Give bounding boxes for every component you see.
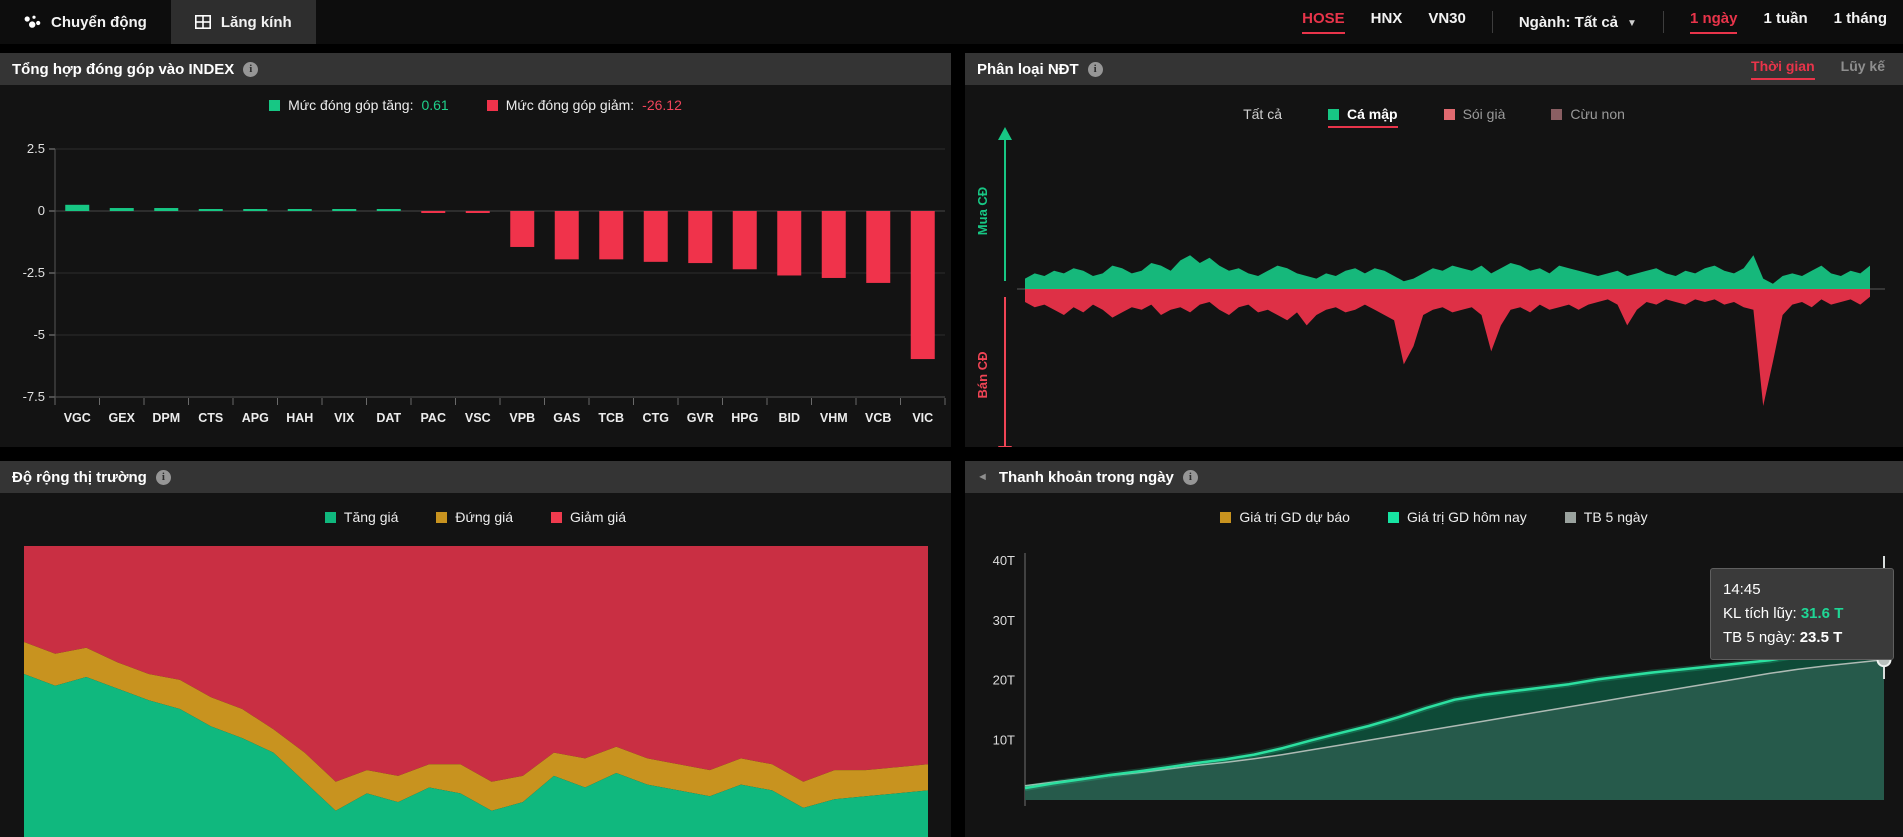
filter-cuu-non[interactable]: Cừu non [1551, 106, 1625, 128]
svg-text:10T: 10T [993, 732, 1015, 747]
tooltip-tb-row: TB 5 ngày: 23.5 T [1723, 626, 1881, 650]
gold-square-icon [1220, 512, 1231, 523]
breadth-legend: Tăng giá Đứng giá Giảm giá [0, 509, 951, 525]
exchange-vn30[interactable]: VN30 [1428, 10, 1466, 34]
svg-text:2.5: 2.5 [27, 141, 45, 156]
gray-square-icon [1565, 512, 1576, 523]
divider [1663, 11, 1664, 33]
liquidity-legend: Giá trị GD dự báo Giá trị GD hôm nay TB … [965, 509, 1903, 525]
scatter-dots-icon [24, 15, 41, 29]
investor-type-filters: Tất cả Cá mập Sói già Cừu non [965, 106, 1903, 128]
exchange-hose[interactable]: HOSE [1302, 10, 1345, 34]
filter-tat-ca[interactable]: Tất cả [1243, 106, 1282, 128]
svg-text:DPM: DPM [152, 411, 180, 425]
legend-item-giam-gia: Giảm giá [551, 509, 626, 525]
green-square-icon [1388, 512, 1399, 523]
wolf-color-icon [1444, 109, 1455, 120]
tooltip-kl-value: 31.6 T [1801, 605, 1844, 622]
grid-icon [195, 15, 211, 29]
panel-investor-classification: Phân loại NĐT i Thời gian Lũy kế Tất cả … [965, 53, 1903, 447]
range-1-day[interactable]: 1 ngày [1690, 10, 1738, 34]
tab-lang-kinh[interactable]: Lăng kính [171, 0, 316, 44]
panel-index-contribution: Tổng hợp đóng góp vào INDEX i Mức đóng g… [0, 53, 951, 447]
svg-text:-2.5: -2.5 [23, 265, 45, 280]
shark-color-icon [1328, 109, 1339, 120]
legend-item-du-bao: Giá trị GD dự báo [1220, 509, 1350, 525]
tab-chuyen-dong[interactable]: Chuyển động [0, 0, 171, 44]
svg-text:VSC: VSC [465, 411, 491, 425]
svg-text:HPG: HPG [731, 411, 758, 425]
chart-tooltip: 14:45 KL tích lũy: 31.6 T TB 5 ngày: 23.… [1710, 568, 1894, 660]
legend-item-up: Mức đóng góp tăng: 0.61 [269, 97, 449, 113]
tab-label: Lăng kính [221, 14, 292, 31]
svg-text:GVR: GVR [687, 411, 714, 425]
up-value: 0.61 [421, 97, 448, 113]
svg-text:-7.5: -7.5 [23, 389, 45, 404]
svg-text:30T: 30T [993, 613, 1015, 628]
svg-text:APG: APG [242, 411, 269, 425]
filter-ca-map[interactable]: Cá mập [1328, 106, 1398, 128]
svg-text:BID: BID [778, 411, 800, 425]
svg-text:VIC: VIC [912, 411, 933, 425]
svg-text:VHM: VHM [820, 411, 848, 425]
svg-text:-5: -5 [33, 327, 45, 342]
svg-text:0: 0 [38, 203, 45, 218]
legend-item-tb5: TB 5 ngày [1565, 509, 1648, 525]
sheep-color-icon [1551, 109, 1562, 120]
divider [1492, 11, 1493, 33]
legend-item-down: Mức đóng góp giảm: -26.12 [487, 97, 682, 113]
index-legend: Mức đóng góp tăng: 0.61 Mức đóng góp giả… [0, 97, 951, 113]
tooltip-tb-value: 23.5 T [1800, 629, 1843, 646]
legend-item-dung-gia: Đứng giá [436, 509, 513, 525]
topbar-controls: HOSE HNX VN30 Ngành: Tất cả ▼ 1 ngày 1 t… [1302, 10, 1903, 34]
sector-dropdown-label: Ngành: Tất cả [1519, 14, 1618, 31]
svg-text:Bán CĐ: Bán CĐ [975, 352, 990, 399]
range-1-week[interactable]: 1 tuần [1763, 10, 1807, 34]
svg-text:VGC: VGC [64, 411, 91, 425]
legend-item-hom-nay: Giá trị GD hôm nay [1388, 509, 1527, 525]
svg-text:GAS: GAS [553, 411, 580, 425]
chevron-down-icon: ▼ [1627, 18, 1637, 29]
svg-text:CTG: CTG [643, 411, 669, 425]
exchange-hnx[interactable]: HNX [1371, 10, 1403, 34]
green-square-icon [325, 512, 336, 523]
svg-text:CTS: CTS [198, 411, 223, 425]
svg-text:VPB: VPB [509, 411, 535, 425]
gold-square-icon [436, 512, 447, 523]
svg-text:HAH: HAH [286, 411, 313, 425]
svg-text:PAC: PAC [421, 411, 446, 425]
svg-text:DAT: DAT [376, 411, 401, 425]
top-navigation-bar: Chuyển động Lăng kính HOSE HNX VN30 Ngàn… [0, 0, 1903, 44]
red-square-icon [551, 512, 562, 523]
tooltip-time: 14:45 [1723, 578, 1881, 602]
svg-text:Mua CĐ: Mua CĐ [975, 187, 990, 235]
svg-text:VCB: VCB [865, 411, 891, 425]
svg-text:20T: 20T [993, 673, 1015, 688]
svg-text:TCB: TCB [598, 411, 624, 425]
tooltip-kl-row: KL tích lũy: 31.6 T [1723, 602, 1881, 626]
svg-text:VIX: VIX [334, 411, 355, 425]
sector-dropdown[interactable]: Ngành: Tất cả ▼ [1519, 14, 1637, 31]
green-square-icon [269, 100, 280, 111]
tab-label: Chuyển động [51, 14, 147, 31]
panel-market-breadth: Độ rộng thị trường i Tăng giá Đứng giá G… [0, 461, 951, 837]
panel-intraday-liquidity: ◄ Thanh khoản trong ngày i Giá trị GD dự… [965, 461, 1903, 837]
legend-item-tang-gia: Tăng giá [325, 509, 398, 525]
range-1-month[interactable]: 1 tháng [1834, 10, 1887, 34]
svg-text:40T: 40T [993, 553, 1015, 568]
filter-soi-gia[interactable]: Sói già [1444, 106, 1506, 128]
svg-text:GEX: GEX [109, 411, 136, 425]
down-value: -26.12 [642, 97, 682, 113]
red-square-icon [487, 100, 498, 111]
